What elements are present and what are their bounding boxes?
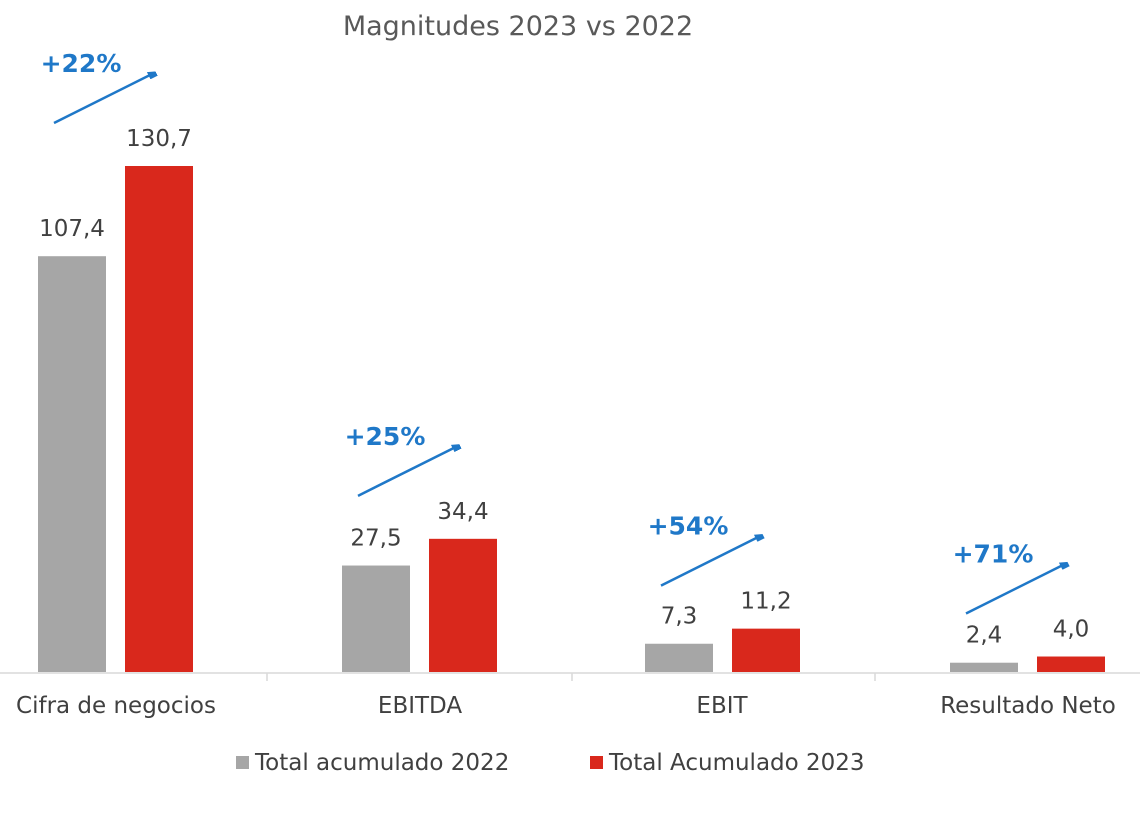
- bar-2022-1: [342, 565, 410, 672]
- legend-label-2022: Total acumulado 2022: [254, 750, 509, 776]
- legend-label-2023: Total Acumulado 2023: [608, 750, 865, 776]
- category-label-2: EBIT: [696, 693, 748, 719]
- growth-arrow-2: [660, 536, 761, 587]
- data-label-2023-0: 130,7: [126, 126, 192, 152]
- chart-title: Magnitudes 2023 vs 2022: [343, 11, 693, 42]
- growth-arrow-0: [53, 73, 154, 125]
- growth-arrow-1: [357, 446, 458, 497]
- bar-2023-0: [125, 166, 193, 672]
- bar-2022-3: [950, 662, 1018, 672]
- category-label-3: Resultado Neto: [940, 693, 1116, 719]
- data-label-2022-0: 107,4: [39, 216, 105, 242]
- bar-2022-0: [38, 256, 106, 672]
- growth-label-1: +25%: [345, 422, 426, 451]
- plot-area: 107,4 130,7 Cifra de negocios +22% 27,5 34,4 E…: [16, 49, 1116, 719]
- data-label-2022-3: 2,4: [966, 623, 1003, 649]
- data-label-2023-2: 11,2: [740, 589, 791, 615]
- data-label-2022-2: 7,3: [661, 604, 698, 630]
- growth-arrow-3: [965, 564, 1066, 615]
- legend-swatch-2022: [236, 756, 249, 769]
- data-label-2023-3: 4,0: [1053, 617, 1090, 643]
- growth-label-3: +71%: [953, 540, 1034, 569]
- data-label-2022-1: 27,5: [350, 526, 401, 552]
- bar-2023-3: [1037, 656, 1105, 672]
- legend: Total acumulado 2022 Total Acumulado 2023: [236, 750, 865, 776]
- category-label-0: Cifra de negocios: [16, 693, 216, 719]
- data-label-2023-1: 34,4: [437, 499, 488, 525]
- growth-label-2: +54%: [648, 512, 729, 541]
- bar-2022-2: [645, 643, 713, 672]
- legend-swatch-2023: [590, 756, 603, 769]
- growth-label-0: +22%: [41, 49, 122, 78]
- bar-2023-1: [429, 538, 497, 672]
- category-label-1: EBITDA: [378, 693, 462, 719]
- bar-2023-2: [732, 628, 800, 672]
